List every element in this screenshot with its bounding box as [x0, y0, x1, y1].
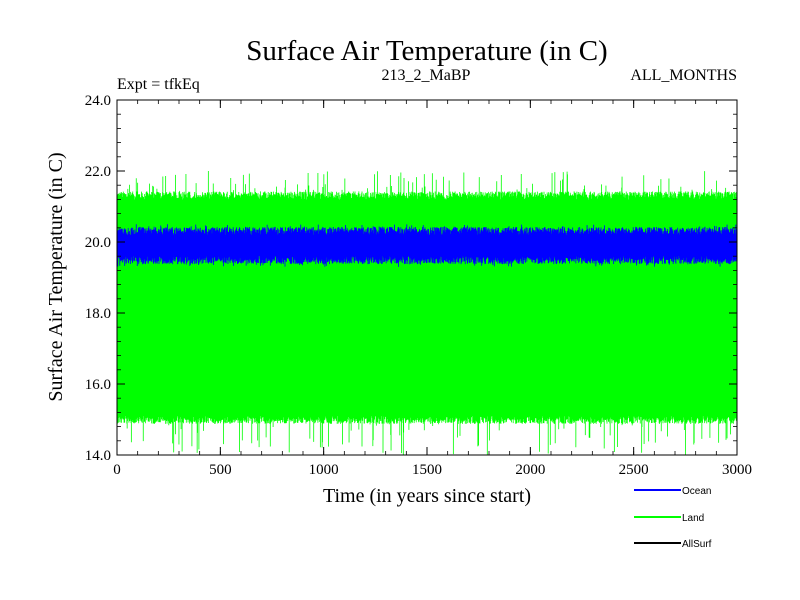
x-tick-label: 0 [113, 462, 121, 478]
legend-label: AllSurf [682, 539, 712, 550]
legend-item-ocean: Ocean [634, 486, 711, 497]
chart-subtitle-left: Expt = tfkEq [117, 76, 200, 93]
chart-title: Surface Air Temperature (in C) [246, 35, 607, 67]
y-axis-label: Surface Air Temperature (in C) [45, 152, 67, 401]
x-tick-label: 1500 [412, 462, 442, 478]
chart-subtitle-center: 213_2_MaBP [382, 67, 471, 84]
x-axis: 0 500 1000 1500 2000 2500 3000 [113, 100, 752, 478]
series-land [116, 171, 738, 455]
series-line-ocean [116, 224, 738, 267]
x-tick-label: 2000 [515, 462, 545, 478]
y-tick-label: 20.0 [85, 235, 111, 251]
y-axis: 14.0 16.0 18.0 20.0 22.0 24.0 [85, 93, 737, 464]
y-tick-label: 24.0 [85, 93, 111, 109]
y-tick-label: 14.0 [85, 448, 111, 464]
x-tick-label: 2500 [619, 462, 649, 478]
legend: Ocean Land AllSurf [634, 486, 712, 550]
legend-item-land: Land [634, 513, 704, 524]
legend-label: Ocean [682, 486, 711, 497]
series-ocean [116, 224, 738, 267]
x-tick-label: 3000 [722, 462, 752, 478]
series-layer [116, 171, 738, 455]
chart-subtitle-right: ALL_MONTHS [630, 67, 737, 84]
series-line-land [116, 171, 738, 455]
x-tick-label: 1000 [309, 462, 339, 478]
legend-label: Land [682, 513, 704, 524]
x-tick-label: 500 [209, 462, 232, 478]
legend-item-allsurf: AllSurf [634, 539, 712, 550]
x-axis-label: Time (in years since start) [323, 485, 531, 507]
y-tick-label: 18.0 [85, 306, 111, 322]
y-tick-label: 16.0 [85, 377, 111, 393]
y-tick-label: 22.0 [85, 164, 111, 180]
